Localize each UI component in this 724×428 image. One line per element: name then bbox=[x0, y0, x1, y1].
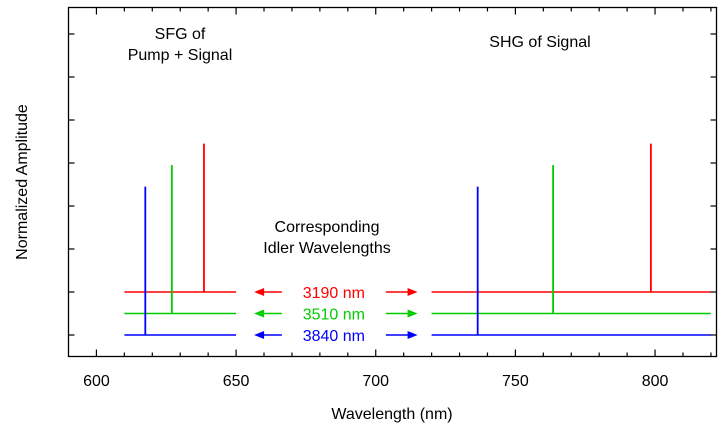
arrowhead-left bbox=[254, 309, 265, 318]
idler-wavelength-label: 3510 nm bbox=[303, 307, 365, 324]
sfg-annotation-line2: Pump + Signal bbox=[128, 47, 233, 64]
idler-wavelength-label: 3840 nm bbox=[303, 328, 365, 345]
traces bbox=[124, 143, 711, 336]
arrowhead-right bbox=[407, 331, 418, 339]
arrowhead-right bbox=[407, 309, 418, 318]
plot-frame bbox=[67, 6, 718, 358]
shg-annotation: SHG of Signal bbox=[489, 34, 590, 51]
arrowhead-left bbox=[254, 288, 265, 296]
sfg-annotation-line1: SFG of bbox=[155, 26, 206, 43]
x-axis-title: Wavelength (nm) bbox=[331, 406, 452, 423]
x-tick-label: 650 bbox=[223, 373, 250, 390]
arrowhead-right bbox=[407, 288, 418, 296]
x-tick-label: 600 bbox=[83, 373, 110, 390]
idler-wavelength-label: 3190 nm bbox=[303, 285, 365, 302]
idler-heading-line2: Idler Wavelengths bbox=[263, 240, 390, 257]
x-axis-ticks: 600 650 700 750 800 bbox=[83, 7, 712, 390]
y-axis-ticks bbox=[68, 33, 717, 336]
idler-labels: 3190 nm 3510 nm 3840 nm bbox=[254, 285, 418, 345]
y-axis-title: Normalized Amplitude bbox=[14, 104, 31, 260]
idler-heading-line1: Corresponding bbox=[275, 219, 380, 236]
x-tick-label: 750 bbox=[502, 373, 529, 390]
arrowhead-left bbox=[254, 331, 265, 339]
x-tick-label: 700 bbox=[362, 373, 389, 390]
x-tick-label: 800 bbox=[642, 373, 669, 390]
